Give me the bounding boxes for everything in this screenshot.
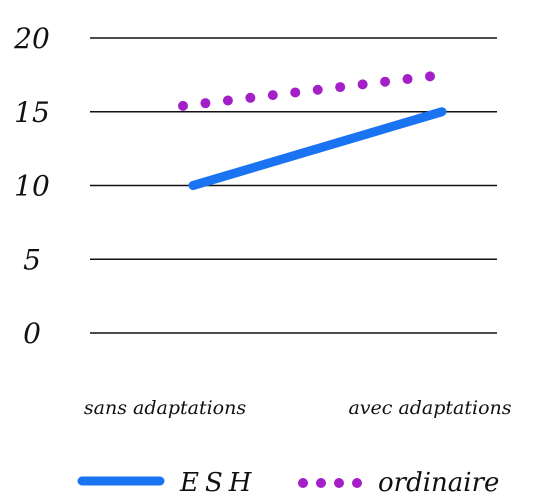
- x-axis-category-labels: sans adaptations avec adaptations: [84, 397, 512, 419]
- series-dot: [267, 90, 278, 101]
- series-dot: [245, 92, 256, 103]
- y-axis-tick-labels: 0 5 10 15 20: [13, 22, 50, 350]
- y-tick-label: 0: [23, 317, 41, 350]
- series-dot: [312, 84, 323, 95]
- gridlines: [90, 37, 497, 334]
- series-dot: [178, 100, 188, 111]
- legend: ESH ordinaire: [77, 468, 499, 498]
- series-lines: [178, 71, 447, 190]
- series-dot: [335, 82, 346, 93]
- series-dot: [380, 76, 391, 87]
- legend-dot: [352, 478, 362, 488]
- series-line-esh: [188, 107, 447, 190]
- legend-dot: [298, 478, 308, 488]
- legend-dot: [316, 478, 326, 488]
- y-tick-label: 5: [23, 243, 41, 276]
- legend-dot: [334, 478, 344, 488]
- series-dot: [222, 95, 233, 106]
- series-dot: [402, 74, 413, 85]
- x-category-label: avec adaptations: [348, 397, 511, 419]
- legend-swatch-ordinaire: [298, 478, 362, 488]
- y-tick-label: 10: [14, 170, 50, 203]
- series-dot: [425, 71, 435, 82]
- x-category-label: sans adaptations: [84, 397, 246, 419]
- y-tick-label: 15: [14, 96, 50, 129]
- series-dot: [200, 98, 211, 109]
- legend-label-esh: ESH: [179, 468, 257, 498]
- y-tick-label: 20: [13, 22, 50, 55]
- series-dot: [290, 87, 301, 98]
- legend-label-ordinaire: ordinaire: [378, 468, 499, 498]
- series-dot: [357, 79, 368, 90]
- series-line-ordinaire: [178, 71, 435, 111]
